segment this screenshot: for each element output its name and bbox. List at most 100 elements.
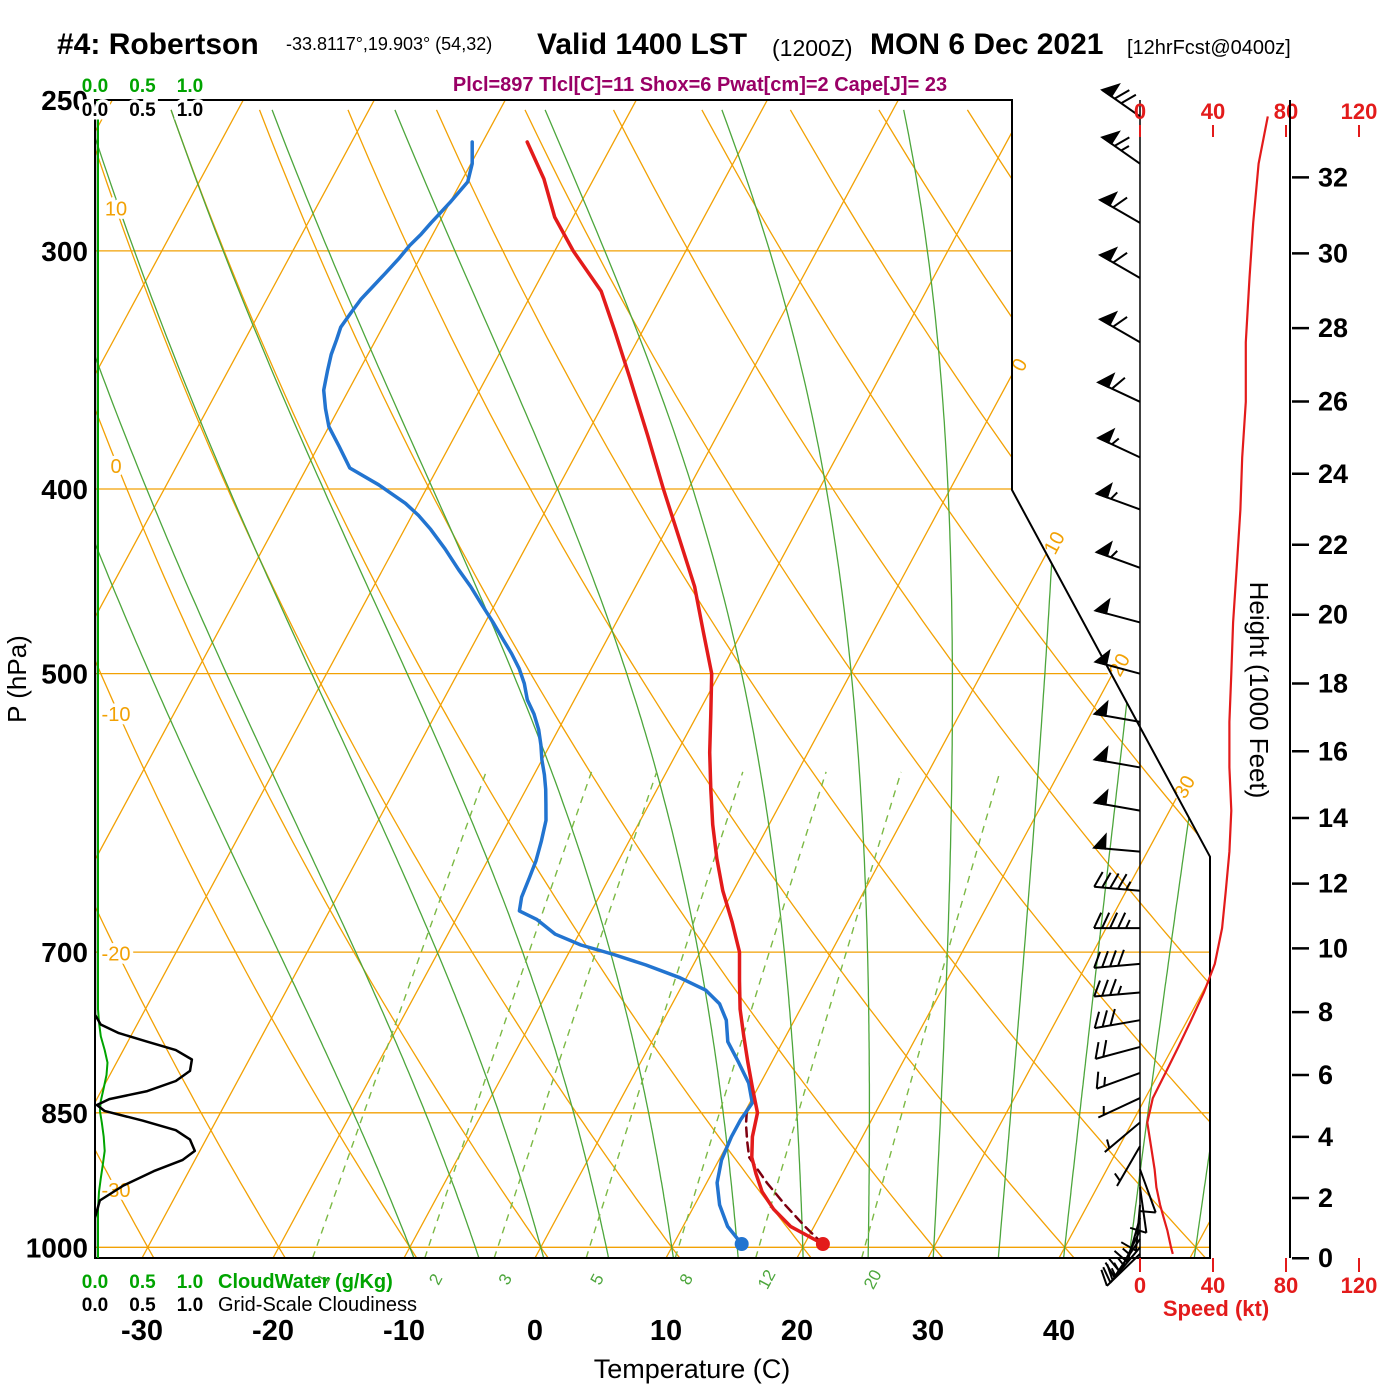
wind-flag: [1097, 191, 1119, 207]
moist-adiabat-line: [271, 109, 675, 1258]
wind-barb-shaft: [1094, 885, 1141, 892]
wind-flag: [1093, 597, 1111, 615]
temp-axis-label: Temperature (C): [594, 1354, 791, 1384]
mixing-ratio-line: [755, 771, 902, 1258]
wind-feather: [1120, 93, 1137, 105]
isotherm-line: [796, 100, 1210, 1258]
wind-half-feather: [1110, 491, 1118, 500]
valid-time: Valid 1400 LST: [537, 28, 748, 61]
wind-feather: [1101, 950, 1109, 968]
pressure-tick-label: 300: [41, 236, 88, 267]
wind-flag: [1094, 540, 1113, 558]
pressure-tick-label: 700: [41, 937, 88, 968]
isotherm-line: [272, 100, 899, 1258]
temp-tick-label: -10: [383, 1315, 425, 1347]
dry-adiabat-line: [435, 109, 1207, 1258]
wind-feather: [1093, 951, 1101, 969]
temp-tick-label: -20: [252, 1315, 294, 1347]
moist-adiabat-line: [170, 109, 610, 1258]
wind-feather: [1112, 251, 1128, 264]
plot-frame: [94, 99, 1211, 1259]
isotherm-line: [1058, 100, 1210, 1258]
speed-profile-group: [1146, 116, 1269, 1255]
wind-half-feather: [1111, 437, 1120, 446]
speed-tick-label-bottom: 0: [1134, 1273, 1146, 1298]
speed-tick-label-top: 120: [1341, 99, 1378, 124]
mixing-ratio-line: [674, 771, 827, 1258]
cloudiness-scale-bottom: 1.0: [177, 1295, 203, 1316]
speed-axis-label: Speed (kt): [1163, 1296, 1269, 1321]
wind-half-feather: [1106, 1139, 1111, 1149]
forecast-tag: [12hrFcst@0400z]: [1127, 37, 1291, 59]
wind-feather: [1101, 979, 1109, 997]
height-tick-label: 10: [1318, 933, 1348, 963]
wind-half-feather: [1117, 985, 1123, 995]
wind-flag: [1094, 482, 1113, 499]
wind-half-feather: [1103, 1076, 1107, 1086]
cloudiness-scale-top: 1.0: [177, 100, 203, 121]
wind-barb-shaft: [1139, 1168, 1157, 1213]
dry-adiabat-line: [95, 109, 681, 1258]
wind-feather: [1112, 196, 1128, 209]
mixing-ratio-line: [311, 771, 487, 1258]
cloudiness-label: Grid-Scale Cloudiness: [218, 1294, 417, 1316]
wind-flag: [1092, 788, 1109, 806]
moist-adiabat-line: [95, 109, 480, 1258]
valid-zulu: (1200Z): [772, 35, 853, 61]
temp-tick-label: 20: [781, 1315, 813, 1347]
temp-tick-label: 40: [1043, 1315, 1075, 1347]
height-axis-label: Height (1000 Feet): [1244, 582, 1274, 799]
wind-flag: [1097, 246, 1119, 262]
cloudwater-scale-bottom: 0.5: [129, 1272, 156, 1293]
wind-feather: [1114, 136, 1130, 147]
wind-feather: [1109, 1008, 1116, 1026]
height-tick-label: 28: [1318, 313, 1348, 343]
cloudwater-scale-top: 0.5: [129, 76, 156, 97]
height-tick-label: 18: [1318, 669, 1348, 699]
wind-half-feather: [1110, 550, 1118, 558]
temp-tick-label: 0: [527, 1315, 543, 1347]
height-tick-label: 12: [1318, 869, 1348, 899]
pressure-tick-label: 1000: [26, 1232, 88, 1263]
wind-flag: [1097, 310, 1119, 327]
wind-feather: [1109, 978, 1117, 996]
surface-temperature-dot: [815, 1236, 830, 1251]
pressure-tick-label: 400: [41, 474, 88, 505]
speed-tick-label-top: 0: [1134, 99, 1146, 124]
mixing-ratio-label: 5: [587, 1271, 608, 1288]
height-tick-label: 16: [1318, 736, 1348, 766]
moist-adiabat-line: [544, 109, 804, 1258]
parcel-trace: [744, 1106, 825, 1246]
wind-barb-shaft: [1104, 1121, 1141, 1153]
dry-adiabat-line: [789, 109, 1210, 1258]
height-tick-label: 30: [1318, 238, 1348, 268]
wind-feather: [1101, 912, 1111, 929]
wind-barb-shaft: [1095, 1046, 1141, 1060]
cloudwater-profile: [97, 100, 109, 1258]
wind-flag: [1100, 83, 1121, 98]
isotherm-label: 30: [1170, 772, 1200, 802]
wind-feather: [1117, 949, 1125, 967]
height-tick-label: 4: [1318, 1122, 1333, 1152]
wind-barb-shaft: [1097, 1097, 1141, 1119]
wind-feather: [1112, 316, 1128, 328]
cloudwater-scale-bottom: 1.0: [177, 1272, 203, 1293]
mixing-ratio-line: [424, 771, 593, 1258]
wind-feather: [1111, 376, 1126, 390]
cloudiness-scale-top: 0.5: [129, 100, 156, 121]
speed-tick-label-bottom: 120: [1341, 1273, 1378, 1298]
moist-adiabat-line: [95, 109, 415, 1258]
dry-adiabat-line: [170, 109, 812, 1258]
wind-barb-shaft: [1106, 1253, 1141, 1287]
temp-tick-label: -30: [121, 1315, 163, 1347]
height-tick-label: 0: [1318, 1243, 1333, 1273]
pressure-axis-label: P (hPa): [2, 635, 32, 723]
isotherm-line: [1189, 100, 1210, 1258]
wind-half-feather: [1125, 919, 1131, 929]
speed-tick-label-top: 80: [1274, 99, 1298, 124]
wind-half-feather: [1113, 1262, 1120, 1272]
moist-adiabat-line: [721, 109, 871, 1258]
speed-tick-label-bottom: 80: [1274, 1273, 1298, 1298]
